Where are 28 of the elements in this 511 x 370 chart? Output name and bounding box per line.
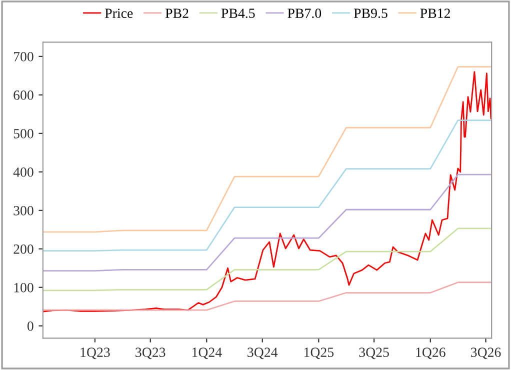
y-tick-label: 100	[14, 282, 34, 292]
y-tick-label: 200	[14, 244, 34, 254]
line-series	[42, 282, 492, 311]
legend-label: PB12	[420, 8, 450, 18]
legend-label: PB7.0	[288, 8, 322, 18]
x-tick-label: 3Q23	[136, 348, 166, 360]
x-tick-label: 1Q24	[192, 348, 222, 360]
legend-label: Price	[105, 8, 133, 18]
legend-label: PB4.5	[221, 8, 255, 18]
x-tick-label: 1Q26	[416, 348, 446, 360]
line-series	[42, 174, 492, 272]
x-tick-label: 1Q25	[304, 348, 334, 360]
y-tick-label: 400	[13, 167, 34, 177]
y-tick-label: 500	[14, 128, 34, 138]
x-tick-label: 3Q25	[359, 348, 389, 360]
line-series	[42, 66, 492, 233]
legend-label: PB2	[165, 8, 188, 18]
x-tick-label: 3Q24	[248, 348, 278, 360]
line-series	[42, 120, 492, 252]
y-tick-label: 0	[27, 321, 34, 331]
line-series	[42, 71, 492, 312]
legend-label: PB9.5	[354, 8, 388, 18]
y-tick-label: 700	[14, 52, 34, 62]
line-series	[42, 228, 492, 292]
x-tick-label: 1Q23	[80, 348, 110, 360]
y-tick-label: 600	[14, 90, 34, 100]
x-tick-label: 3Q26	[471, 348, 501, 360]
y-tick-label: 300	[14, 206, 34, 216]
